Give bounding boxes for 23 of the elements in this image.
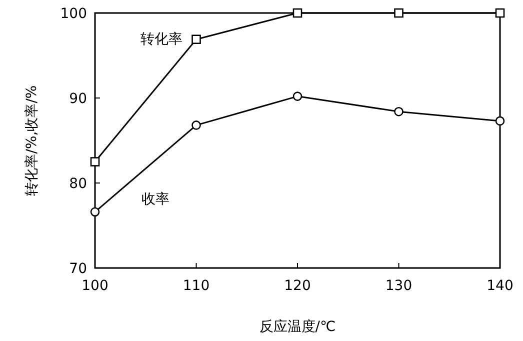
x-axis-title: 反应温度/℃ <box>259 319 336 335</box>
series-label: 转化率 <box>140 31 182 48</box>
x-tick-label: 130 <box>385 278 412 294</box>
y-tick-label: 80 <box>69 176 87 192</box>
y-tick-label: 100 <box>60 6 87 22</box>
point <box>292 92 302 101</box>
point <box>90 207 100 217</box>
point <box>90 157 100 166</box>
x-tick-label: 110 <box>182 278 210 294</box>
x-tick-label: 120 <box>284 278 311 294</box>
point <box>192 120 201 130</box>
point <box>495 116 505 126</box>
y-tick-label: 70 <box>69 261 87 277</box>
y-axis-title: 转化率/%,收率/% <box>24 85 40 196</box>
point <box>394 8 404 18</box>
point <box>394 106 404 116</box>
x-tick-label: 140 <box>486 278 514 294</box>
point <box>192 34 201 44</box>
x-tick-label: 100 <box>82 278 108 294</box>
series-label: 收率 <box>142 192 170 208</box>
point <box>495 8 505 18</box>
y-tick-label: 90 <box>69 91 87 107</box>
point <box>292 8 302 18</box>
